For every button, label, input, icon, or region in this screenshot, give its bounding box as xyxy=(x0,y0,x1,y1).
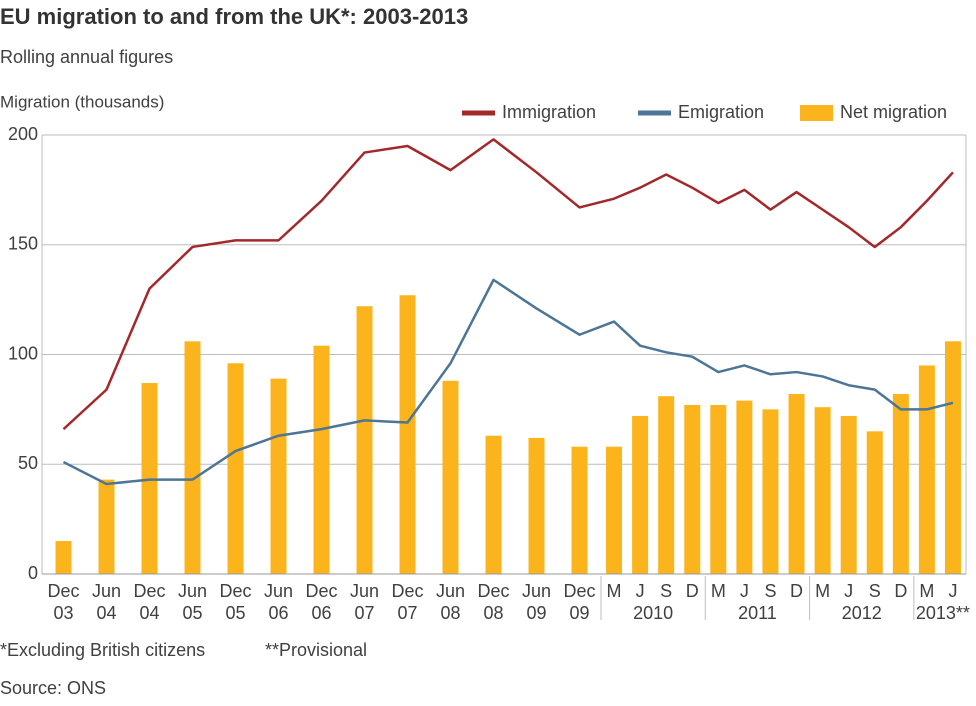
bar xyxy=(684,404,701,574)
bar xyxy=(313,345,330,574)
x-tick-label: 04 xyxy=(139,603,159,623)
x-tick-label: Jun xyxy=(522,581,551,601)
x-tick-label: 06 xyxy=(311,603,331,623)
x-tick-label: Jun xyxy=(436,581,465,601)
x-tick-label: Dec xyxy=(563,581,595,601)
line xyxy=(62,138,954,431)
x-tick-label: 09 xyxy=(569,603,589,623)
bar xyxy=(55,541,72,574)
x-tick-label: 04 xyxy=(96,603,116,623)
bar xyxy=(442,380,459,574)
x-tick-label: S xyxy=(660,581,672,601)
bar xyxy=(528,437,545,574)
x-group-label: 2012 xyxy=(842,603,882,623)
footnote: *Excluding British citizens xyxy=(0,640,205,660)
bar xyxy=(632,415,649,574)
x-tick-label: Dec xyxy=(133,581,165,601)
x-tick-label: M xyxy=(815,581,830,601)
bar xyxy=(736,400,753,574)
x-group-label: 2011 xyxy=(738,603,777,623)
x-tick-label: 08 xyxy=(440,603,460,623)
x-tick-label: 08 xyxy=(483,603,503,623)
bar xyxy=(892,394,909,574)
x-tick-label: D xyxy=(790,581,803,601)
bar xyxy=(840,415,857,574)
x-tick-label: D xyxy=(686,581,699,601)
y-axis-label: Migration (thousands) xyxy=(0,92,164,111)
bar xyxy=(788,394,805,574)
x-tick-label: Jun xyxy=(178,581,207,601)
x-tick-label: S xyxy=(869,581,881,601)
x-tick-label: S xyxy=(764,581,776,601)
legend-swatch xyxy=(462,110,495,116)
x-tick-label: Jun xyxy=(350,581,379,601)
legend-label: Immigration xyxy=(502,102,596,122)
chart-title: EU migration to and from the UK*: 2003-2… xyxy=(0,4,468,29)
legend-label: Net migration xyxy=(840,102,947,122)
bar xyxy=(270,378,287,574)
bar xyxy=(606,446,623,574)
bar xyxy=(184,341,201,574)
bar xyxy=(866,431,883,574)
x-group-label: 2013** xyxy=(916,603,970,623)
bar xyxy=(356,306,373,574)
y-tick-label: 50 xyxy=(18,453,38,473)
y-tick-label: 100 xyxy=(8,343,38,363)
bar xyxy=(98,479,115,574)
bar xyxy=(944,341,961,574)
x-tick-label: J xyxy=(636,581,645,601)
x-tick-label: 06 xyxy=(268,603,288,623)
legend-swatch xyxy=(800,105,833,121)
bar xyxy=(485,435,502,574)
footnote: **Provisional xyxy=(265,640,367,660)
x-tick-label: Jun xyxy=(264,581,293,601)
bar xyxy=(399,295,416,574)
x-group-label: 2010 xyxy=(633,603,673,623)
x-tick-label: 03 xyxy=(53,603,73,623)
y-tick-label: 200 xyxy=(8,124,38,144)
x-tick-label: M xyxy=(607,581,622,601)
x-tick-label: M xyxy=(919,581,934,601)
x-tick-label: M xyxy=(711,581,726,601)
legend-label: Emigration xyxy=(678,102,764,122)
x-tick-label: 07 xyxy=(354,603,374,623)
bar xyxy=(571,446,588,574)
bar xyxy=(710,404,727,574)
x-tick-label: J xyxy=(948,581,957,601)
bar xyxy=(658,396,675,574)
x-tick-label: 05 xyxy=(225,603,245,623)
source: Source: ONS xyxy=(0,678,106,698)
x-tick-label: Jun xyxy=(92,581,121,601)
y-tick-label: 0 xyxy=(28,563,38,583)
x-tick-label: Dec xyxy=(47,581,79,601)
x-tick-label: Dec xyxy=(391,581,423,601)
x-tick-label: 09 xyxy=(526,603,546,623)
x-tick-label: 07 xyxy=(397,603,417,623)
x-tick-label: 05 xyxy=(182,603,202,623)
bar xyxy=(762,409,779,574)
bar xyxy=(918,365,935,574)
x-tick-label: J xyxy=(844,581,853,601)
chart-subtitle: Rolling annual figures xyxy=(0,47,173,67)
x-tick-label: Dec xyxy=(305,581,337,601)
y-tick-label: 150 xyxy=(8,234,38,254)
x-tick-label: D xyxy=(894,581,907,601)
x-tick-label: J xyxy=(740,581,749,601)
bar xyxy=(814,407,831,574)
bar xyxy=(227,363,244,574)
legend-swatch xyxy=(638,110,671,116)
x-tick-label: Dec xyxy=(219,581,251,601)
line xyxy=(62,278,954,486)
x-tick-label: Dec xyxy=(477,581,509,601)
